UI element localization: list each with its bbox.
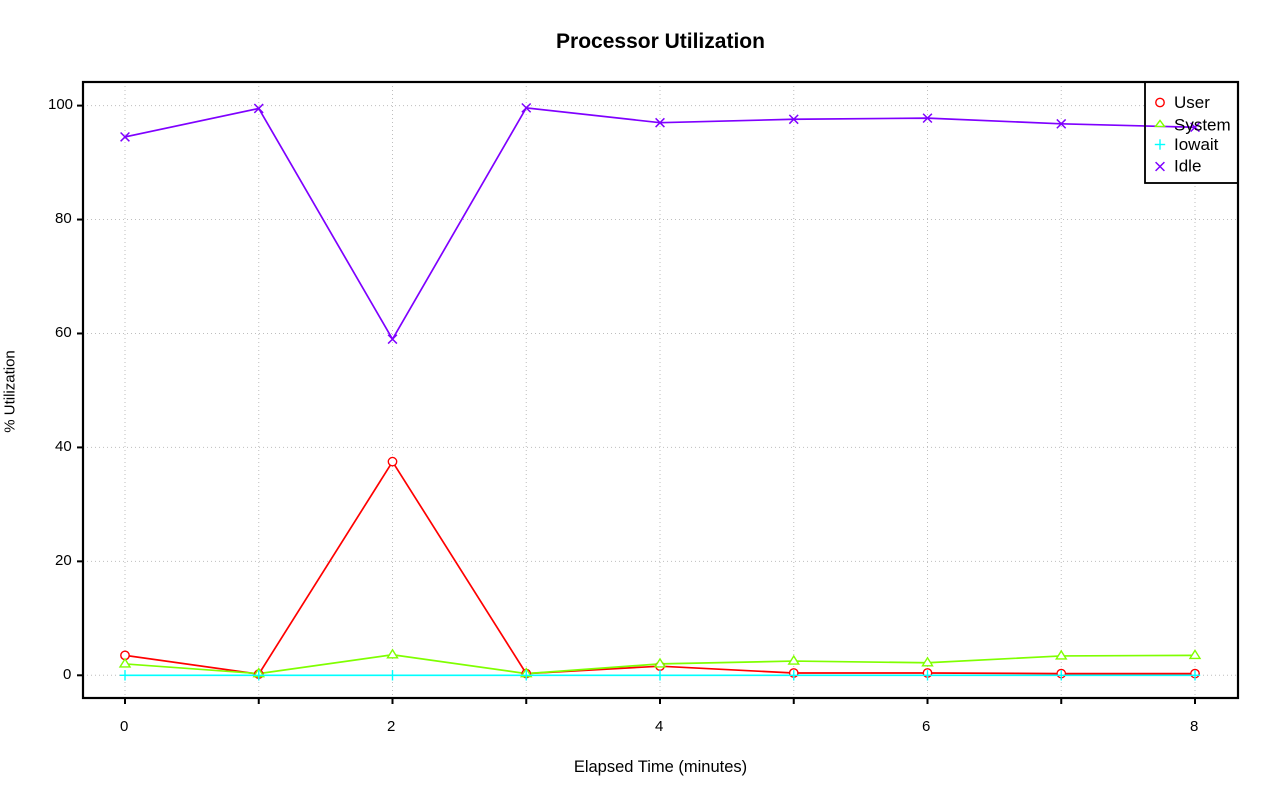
svg-text:Iowait: Iowait xyxy=(1174,135,1219,154)
svg-text:Idle: Idle xyxy=(1174,157,1201,176)
svg-text:User: User xyxy=(1174,93,1210,112)
svg-text:System: System xyxy=(1174,116,1231,135)
